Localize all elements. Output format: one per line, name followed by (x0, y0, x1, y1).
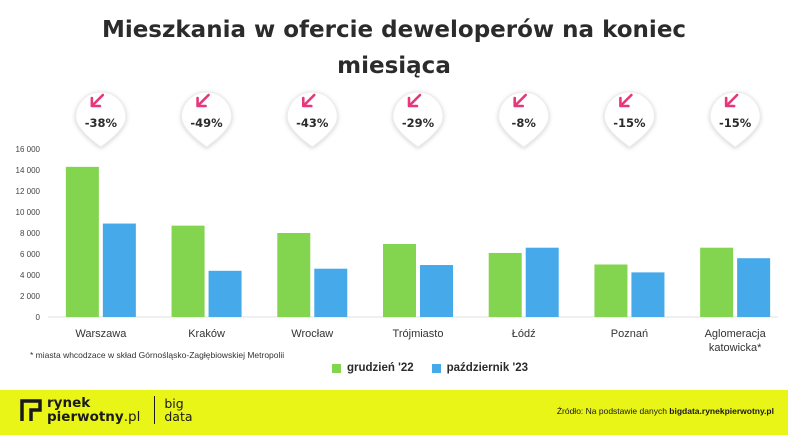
legend-label-series-1: grudzień '22 (347, 362, 414, 374)
logo-line-1: rynek (47, 395, 91, 411)
change-badge: -29% (392, 91, 444, 148)
arrow-down-left-icon (513, 93, 528, 108)
change-badge-label: -15% (719, 116, 752, 130)
change-badge-label: -38% (85, 116, 118, 130)
change-badge-label: -15% (613, 116, 646, 130)
x-tick-label: Trójmiasto (393, 328, 444, 340)
arrow-down-left-icon (301, 93, 316, 108)
logo-wordmark: rynek pierwotny.pl (47, 396, 140, 424)
source-site: bigdata.rynekpierwotny.pl (669, 406, 774, 416)
x-tick-label: Aglomeracja katowicka* (705, 328, 767, 354)
x-tick-label: Poznań (611, 328, 648, 340)
arrow-down-left-icon (619, 93, 633, 108)
bar-series-2 (102, 223, 136, 317)
y-tick-label: 8 000 (20, 229, 41, 238)
rynek-pierwotny-logo: rynek pierwotny.pl big data (20, 396, 193, 424)
arrow-head (724, 96, 736, 108)
logo-big-data: big data (164, 397, 192, 423)
change-badge-bubble (392, 91, 444, 148)
change-badge-label: -43% (296, 116, 329, 130)
footnote: * miasta whcodzace w skład Górnośląsko-Z… (30, 350, 285, 360)
change-badge: -15% (709, 91, 761, 148)
legend-label-series-2: październik '23 (446, 362, 528, 374)
change-badge-bubble (75, 91, 127, 148)
arrow-head (513, 96, 525, 108)
arrow-shaft (725, 93, 739, 107)
legend: grudzień '22 październik '23 (332, 362, 528, 374)
bar-series-1 (700, 247, 734, 317)
y-tick-label: 10 000 (16, 208, 41, 217)
logo-suffix: .pl (123, 409, 141, 425)
arrow-shaft (408, 93, 422, 107)
x-tick-label: Wrocław (291, 328, 333, 340)
logo-divider (154, 396, 156, 424)
y-tick-label: 4 000 (20, 271, 41, 280)
bar-chart: 0 2 000 4 000 6 000 8 000 10 000 12 000 14 000 1… (16, 91, 778, 354)
legend-item-series-2: październik '23 (431, 362, 528, 374)
y-tick-label: 6 000 (20, 250, 41, 259)
x-tick-label: Warszawa (75, 328, 127, 340)
change-badge-label: -29% (402, 116, 435, 130)
x-tick-label: Kraków (188, 328, 225, 340)
bar-series-1 (171, 225, 205, 317)
change-badge: -43% (286, 91, 338, 148)
bar-series-2 (208, 270, 242, 317)
bar-series-1 (383, 244, 416, 317)
logo-line-2: pierwotny (47, 409, 124, 425)
y-tick-label: 14 000 (16, 166, 41, 175)
y-tick-label: 0 (36, 313, 41, 322)
arrow-shaft (197, 93, 210, 107)
bar-series-1 (277, 233, 311, 317)
change-badge: -8% (498, 91, 550, 148)
change-badge: -38% (75, 91, 127, 148)
arrow-down-left-icon (196, 93, 210, 108)
source-label: Źródło: Na podstawie danych (556, 406, 667, 416)
y-tick-label: 2 000 (20, 292, 41, 301)
bar-series-1 (488, 252, 522, 317)
bar-series-2 (631, 272, 665, 317)
legend-item-series-1: grudzień '22 (332, 362, 414, 374)
change-badge-bubble (181, 91, 233, 148)
bar-series-2 (525, 247, 559, 317)
legend-swatch-series-1 (332, 363, 341, 373)
bar-series-1 (594, 264, 628, 317)
bar-series-1 (65, 166, 99, 317)
chart-title: Mieszkania w ofercie deweloperów na koni… (0, 12, 788, 84)
y-tick-label: 16 000 (16, 145, 41, 154)
change-badge-label: -49% (190, 116, 223, 130)
bar-series-2 (420, 265, 453, 317)
change-badge-bubble (709, 91, 761, 148)
arrow-head (407, 96, 419, 108)
arrow-head (90, 96, 102, 108)
chart-title-line-2: miesiąca (337, 53, 451, 79)
bar-series-2 (737, 258, 771, 317)
change-badge-bubble (286, 91, 338, 148)
legend-swatch-series-2 (431, 363, 441, 373)
change-badge: -49% (181, 91, 233, 148)
source-note: Źródło: Na podstawie danych bigdata.ryne… (557, 406, 774, 416)
arrow-down-left-icon (407, 93, 422, 108)
arrow-head (196, 96, 207, 108)
arrow-head (301, 96, 313, 108)
change-badge-bubble (603, 91, 655, 148)
bar-series-2 (314, 268, 348, 317)
logo-sub-line-2: data (164, 409, 193, 424)
chart-title-line-1: Mieszkania w ofercie deweloperów na koni… (101, 17, 687, 43)
arrow-shaft (91, 93, 105, 107)
change-badge-bubble (498, 91, 550, 148)
arrow-down-left-icon (724, 93, 739, 108)
arrow-shaft (302, 93, 316, 107)
arrow-shaft (514, 93, 528, 107)
logo-mark-icon (20, 399, 42, 421)
y-tick-label: 12 000 (16, 187, 41, 196)
change-badge-label: -8% (512, 116, 537, 130)
arrow-shaft (620, 93, 633, 107)
logo-sub-line-1: big (164, 396, 184, 411)
footer-bar: rynek pierwotny.pl big data Źródło: Na p… (0, 390, 788, 435)
arrow-down-left-icon (90, 93, 105, 108)
change-badge: -15% (603, 91, 655, 148)
x-tick-label: Łódź (512, 328, 536, 340)
arrow-head (619, 96, 630, 108)
